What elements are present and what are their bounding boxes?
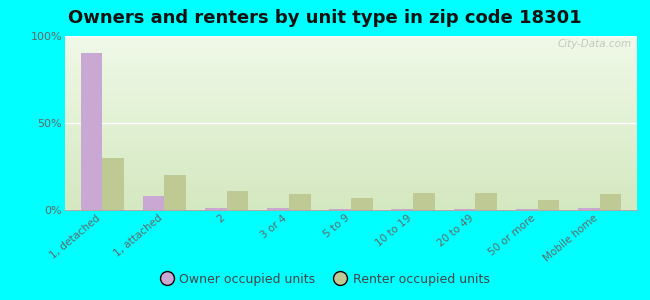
Bar (205, 208, 227, 210)
Bar (351, 198, 372, 210)
Bar (102, 158, 124, 210)
Bar (454, 209, 475, 210)
Bar (267, 208, 289, 210)
Text: City-Data.com: City-Data.com (557, 40, 631, 50)
Bar (475, 193, 497, 210)
Bar (578, 208, 600, 210)
Bar (81, 53, 102, 210)
Legend: Owner occupied units, Renter occupied units: Owner occupied units, Renter occupied un… (155, 268, 495, 291)
Bar (227, 191, 248, 210)
Bar (289, 194, 311, 210)
Bar (164, 175, 187, 210)
Bar (538, 200, 559, 210)
Bar (413, 193, 435, 210)
Bar (391, 209, 413, 210)
Text: Owners and renters by unit type in zip code 18301: Owners and renters by unit type in zip c… (68, 9, 582, 27)
Bar (600, 194, 621, 210)
Bar (143, 196, 164, 210)
Bar (515, 209, 538, 210)
Bar (330, 209, 351, 210)
